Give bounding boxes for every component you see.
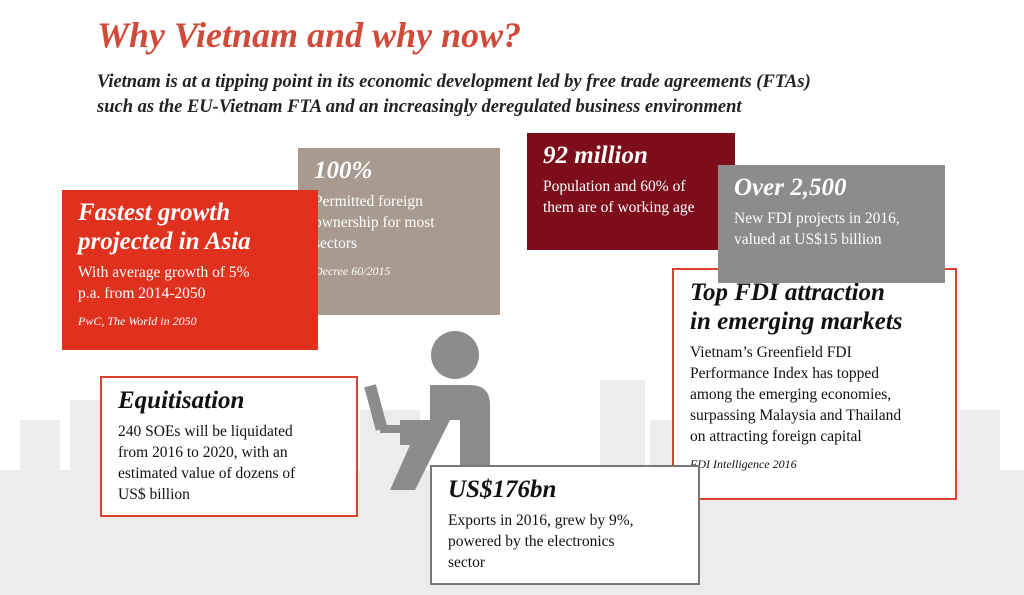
body-line: New FDI projects in 2016, (734, 210, 900, 227)
body-line: from 2016 to 2020, with an (118, 444, 288, 461)
body-line: sector (448, 554, 486, 571)
subtitle: Vietnam is at a tipping point in its eco… (97, 70, 811, 120)
heading-line: 100% (314, 157, 373, 184)
card-body: New FDI projects in 2016, valued at US$15… (734, 208, 929, 250)
heading-line: projected in Asia (78, 228, 251, 255)
fact-card: Fastest growth projected in Asia With aver… (62, 190, 318, 350)
fact-card: Equitisation 240 SOEs will be liquidated f… (100, 376, 358, 517)
card-heading: 100% (314, 156, 484, 185)
body-line: sectors (314, 235, 358, 252)
card-body: With average growth of 5% p.a. from 2014-… (78, 262, 302, 304)
body-line: Population and 60% of (543, 178, 686, 195)
fact-card: Top FDI attraction in emerging markets Vie… (672, 268, 957, 500)
body-line: them are of working age (543, 199, 695, 216)
body-line: valued at US$15 billion (734, 231, 882, 248)
heading-line: Over 2,500 (734, 174, 847, 201)
card-heading: Top FDI attraction in emerging markets (690, 278, 939, 336)
heading-line: 92 million (543, 142, 648, 169)
body-line: US$ billion (118, 486, 190, 503)
fact-card: 92 million Population and 60% of them are … (527, 133, 735, 250)
card-source: Decree 60/2015 (314, 264, 391, 278)
subtitle-line: such as the EU-Vietnam FTA and an increa… (97, 97, 742, 117)
card-source: PwC, The World in 2050 (78, 314, 197, 328)
card-heading: US$176bn (448, 475, 682, 504)
body-line: surpassing Malaysia and Thailand (690, 407, 902, 424)
body-line: among the emerging economies, (690, 386, 892, 403)
title: Why Vietnam and why now? (97, 15, 522, 55)
body-line: With average growth of 5% (78, 264, 250, 281)
card-body: Population and 60% of them are of working… (543, 176, 719, 218)
body-line: Exports in 2016, grew by 9%, (448, 512, 634, 529)
heading-line: Fastest growth (78, 199, 231, 226)
card-source: FDI Intelligence 2016 (690, 457, 797, 471)
fact-card: US$176bn Exports in 2016, grew by 9%, powe… (430, 465, 700, 585)
card-body: Vietnam’s Greenfield FDI Performance Inde… (690, 342, 939, 447)
body-line: ownership for most (314, 214, 435, 231)
body-line: on attracting foreign capital (690, 428, 862, 445)
heading-line: in emerging markets (690, 308, 903, 335)
person-icon (364, 331, 490, 490)
body-line: Permitted foreign (314, 193, 423, 210)
subtitle-line: Vietnam is at a tipping point in its eco… (97, 72, 811, 92)
body-line: estimated value of dozens of (118, 465, 296, 482)
heading-line: US$176bn (448, 476, 557, 503)
card-heading: 92 million (543, 141, 719, 170)
card-body: Exports in 2016, grew by 9%, powered by t… (448, 510, 682, 573)
fact-card: Over 2,500 New FDI projects in 2016, value… (718, 165, 945, 283)
body-line: powered by the electronics (448, 533, 615, 550)
card-heading: Over 2,500 (734, 173, 929, 202)
heading-line: Equitisation (118, 387, 245, 414)
card-heading: Fastest growth projected in Asia (78, 198, 302, 256)
fact-card: 100% Permitted foreign ownership for most s… (298, 148, 500, 315)
card-body: Permitted foreign ownership for most secto… (314, 191, 484, 254)
body-line: p.a. from 2014-2050 (78, 285, 206, 302)
body-line: Performance Index has topped (690, 365, 879, 382)
card-heading: Equitisation (118, 386, 340, 415)
heading-line: Top FDI attraction (690, 279, 885, 306)
body-line: 240 SOEs will be liquidated (118, 423, 293, 440)
body-line: Vietnam’s Greenfield FDI (690, 344, 852, 361)
card-body: 240 SOEs will be liquidated from 2016 to … (118, 421, 340, 505)
